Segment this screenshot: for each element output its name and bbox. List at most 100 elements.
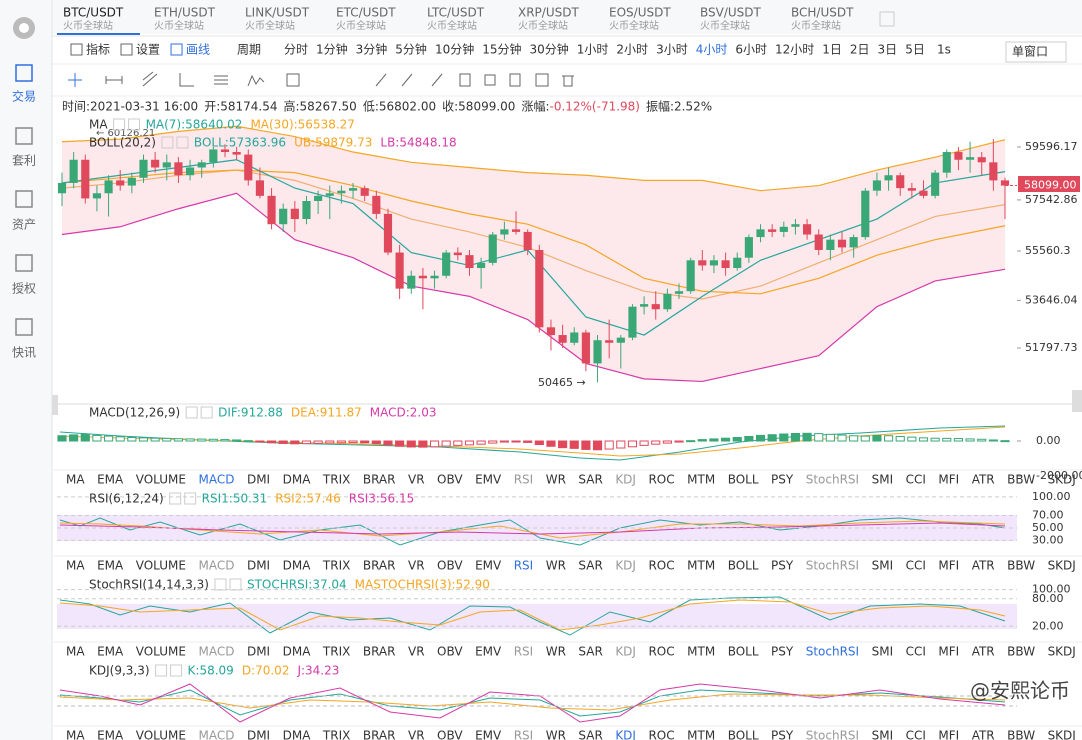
indicator-tab[interactable]: PSY: [771, 645, 794, 659]
tab-pair[interactable]: XRP/USDT: [518, 6, 579, 20]
indicator-tab[interactable]: VOLUME: [136, 645, 186, 659]
indicator-tab[interactable]: OBV: [437, 645, 463, 659]
indicator-tab[interactable]: VR: [408, 559, 425, 573]
indicator-tab[interactable]: CCI: [906, 559, 926, 573]
legend-btn[interactable]: [185, 406, 198, 419]
indicator-tab[interactable]: BOLL: [728, 559, 759, 573]
indicator-tab[interactable]: MFI: [938, 645, 959, 659]
legend-btn[interactable]: [155, 664, 168, 677]
period[interactable]: 12小时: [775, 43, 814, 57]
indicator-tab[interactable]: MTM: [687, 473, 715, 487]
indicator-tab[interactable]: WR: [546, 559, 566, 573]
sidebar-item[interactable]: 交易: [12, 89, 36, 104]
indicator-tab[interactable]: DMA: [283, 473, 312, 487]
tab-pair[interactable]: BTC/USDT: [63, 6, 124, 20]
indicator-tab[interactable]: MA: [66, 645, 85, 659]
indicator-tab[interactable]: VR: [408, 729, 425, 740]
indicator-tab[interactable]: BRAR: [363, 645, 396, 659]
indicator-tab[interactable]: KDJ: [615, 473, 636, 487]
sidebar-item[interactable]: 套利: [12, 154, 36, 168]
indicator-tab[interactable]: MACD: [198, 729, 234, 740]
indicator-tab[interactable]: EMA: [97, 645, 124, 659]
period[interactable]: 4小时: [696, 43, 728, 57]
indicator-tab[interactable]: CCI: [906, 645, 926, 659]
indicator-tab[interactable]: MTM: [687, 645, 715, 659]
indicator-tab[interactable]: CCI: [906, 473, 926, 487]
indicator-tab[interactable]: RSI: [514, 559, 534, 573]
tab-exchange[interactable]: 火币全球站: [336, 19, 386, 32]
legend-btn[interactable]: [184, 492, 197, 505]
indicator-tab[interactable]: MTM: [687, 729, 715, 740]
tool[interactable]: 设置: [136, 43, 160, 57]
period-label[interactable]: 周期: [237, 43, 261, 57]
indicator-tab[interactable]: BRAR: [363, 473, 396, 487]
indicator-tab[interactable]: EMA: [97, 559, 124, 573]
period[interactable]: 1分钟: [316, 42, 348, 57]
indicator-tab[interactable]: VOLUME: [136, 559, 186, 573]
tab-exchange[interactable]: 火币全球站: [518, 19, 568, 32]
indicator-tab[interactable]: MTM: [687, 559, 715, 573]
sidebar-item[interactable]: 授权: [12, 281, 36, 296]
indicator-tab[interactable]: MA: [66, 559, 85, 573]
indicator-tab[interactable]: EMV: [475, 645, 502, 659]
indicator-tab[interactable]: DMA: [283, 559, 312, 573]
tab-exchange[interactable]: 火币全球站: [791, 19, 841, 32]
window[interactable]: 单窗口: [1012, 45, 1048, 59]
indicator-tab[interactable]: OBV: [437, 559, 463, 573]
indicator-tab[interactable]: KDJ: [615, 645, 636, 659]
indicator-tab[interactable]: VOLUME: [136, 473, 186, 487]
legend-btn[interactable]: [214, 578, 227, 591]
indicator-tab[interactable]: ATR: [972, 729, 995, 740]
indicator-tab[interactable]: SAR: [578, 645, 602, 659]
indicator-tab[interactable]: BRAR: [363, 729, 396, 740]
indicator-tab[interactable]: TRIX: [322, 645, 350, 659]
indicator-tab[interactable]: SKDJ: [1048, 729, 1076, 740]
indicator-tab[interactable]: VR: [408, 645, 425, 659]
add-tab[interactable]: [879, 11, 895, 27]
indicator-tab[interactable]: DMI: [247, 559, 270, 573]
indicator-tab[interactable]: OBV: [437, 729, 463, 740]
period[interactable]: 2日: [850, 43, 870, 57]
indicator-tab[interactable]: SAR: [578, 559, 602, 573]
legend-btn[interactable]: [161, 136, 174, 149]
indicator-tab[interactable]: EMV: [475, 729, 502, 740]
tab-exchange[interactable]: 火币全球站: [154, 19, 204, 32]
indicator-tab[interactable]: MACD: [198, 559, 234, 573]
tab-exchange[interactable]: 火币全球站: [245, 19, 295, 32]
tool[interactable]: 画线: [186, 43, 210, 57]
indicator-tab[interactable]: BOLL: [728, 729, 759, 740]
indicator-tab[interactable]: StochRSI: [806, 473, 859, 487]
period[interactable]: 2小时: [616, 43, 648, 57]
indicator-tab[interactable]: BBW: [1007, 559, 1035, 573]
indicator-tab[interactable]: PSY: [771, 559, 794, 573]
indicator-tab[interactable]: KDJ: [615, 559, 636, 573]
legend-btn[interactable]: [176, 136, 189, 149]
drawing-tools[interactable]: [68, 71, 574, 87]
legend-btn[interactable]: [170, 664, 183, 677]
indicator-tab[interactable]: SMI: [872, 473, 894, 487]
indicator-tab[interactable]: ATR: [972, 559, 995, 573]
sidebar-item[interactable]: 资产: [12, 218, 36, 232]
indicator-tab[interactable]: EMV: [475, 473, 502, 487]
period[interactable]: 10分钟: [435, 42, 474, 57]
window-select[interactable]: [1005, 41, 1067, 63]
legend-btn[interactable]: [169, 492, 182, 505]
indicator-tab[interactable]: EMV: [475, 559, 502, 573]
indicator-tab[interactable]: StochRSI: [806, 559, 859, 573]
indicator-tab[interactable]: PSY: [771, 473, 794, 487]
indicator-tab[interactable]: MFI: [938, 729, 959, 740]
indicator-tab[interactable]: VOLUME: [136, 729, 186, 740]
indicator-tab[interactable]: SKDJ: [1048, 473, 1076, 487]
indicator-tab[interactable]: TRIX: [322, 559, 350, 573]
indicator-tab[interactable]: StochRSI: [806, 645, 859, 659]
indicator-tab[interactable]: BOLL: [728, 473, 759, 487]
legend-btn[interactable]: [200, 406, 213, 419]
indicator-tab[interactable]: RSI: [514, 645, 534, 659]
tab-exchange[interactable]: 火币全球站: [427, 19, 477, 32]
scroll-handle[interactable]: [1072, 390, 1082, 412]
tab-pair[interactable]: BSV/USDT: [700, 6, 762, 20]
sidebar-item[interactable]: 快讯: [12, 346, 36, 360]
indicator-tab[interactable]: RSI: [514, 729, 534, 740]
indicator-tab[interactable]: KDJ: [615, 729, 636, 740]
tab-pair[interactable]: ETH/USDT: [154, 6, 216, 20]
